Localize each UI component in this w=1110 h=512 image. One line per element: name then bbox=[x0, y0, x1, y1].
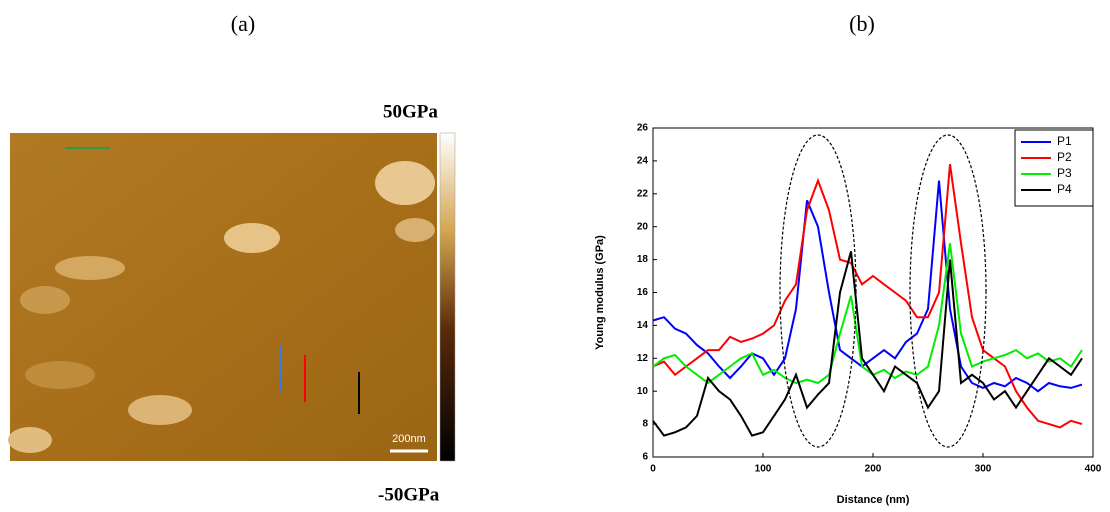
y-tick-label: 20 bbox=[637, 221, 649, 232]
legend-label: P2 bbox=[1057, 150, 1072, 164]
x-tick-label: 0 bbox=[650, 464, 656, 475]
y-tick-label: 16 bbox=[637, 287, 649, 298]
series-line bbox=[652, 164, 1083, 429]
x-axis-label: Distance (nm) bbox=[837, 494, 910, 506]
x-tick-label: 200 bbox=[865, 464, 882, 475]
panel-label: (b) bbox=[849, 11, 875, 36]
line-chart: 6 8 10 12 14 16 18 20 22 24 26 0 100 200 300 400 Distanc… bbox=[594, 123, 1102, 506]
y-tick-label: 22 bbox=[637, 188, 649, 199]
series-line bbox=[652, 243, 1083, 385]
annotation-ellipse bbox=[909, 134, 987, 448]
y-tick-label: 6 bbox=[642, 452, 648, 463]
x-tick-label: 400 bbox=[1085, 464, 1102, 475]
series-line bbox=[652, 180, 1083, 393]
scale-bar-label: 200nm bbox=[392, 433, 426, 445]
series-line bbox=[652, 251, 1083, 437]
y-tick-label: 24 bbox=[637, 156, 649, 167]
y-axis-label: Young modulus (GPa) bbox=[594, 235, 606, 350]
legend-label: P1 bbox=[1057, 134, 1072, 148]
colorbar-max: 50GPa bbox=[383, 101, 438, 122]
y-tick-label: 12 bbox=[637, 353, 649, 364]
x-tick-label: 300 bbox=[975, 464, 992, 475]
y-tick-label: 10 bbox=[637, 386, 649, 397]
afm-image: 200nm bbox=[8, 132, 456, 462]
y-tick-label: 26 bbox=[637, 123, 649, 134]
colorbar-min: -50GPa bbox=[378, 484, 440, 505]
legend-label: P4 bbox=[1057, 182, 1072, 196]
y-tick-label: 8 bbox=[642, 419, 648, 430]
x-tick-label: 100 bbox=[755, 464, 772, 475]
y-tick-label: 18 bbox=[637, 254, 649, 265]
panel-label: (a) bbox=[231, 11, 255, 36]
y-tick-label: 14 bbox=[637, 320, 649, 331]
annotation-ellipse bbox=[779, 134, 857, 448]
legend-label: P3 bbox=[1057, 166, 1072, 180]
